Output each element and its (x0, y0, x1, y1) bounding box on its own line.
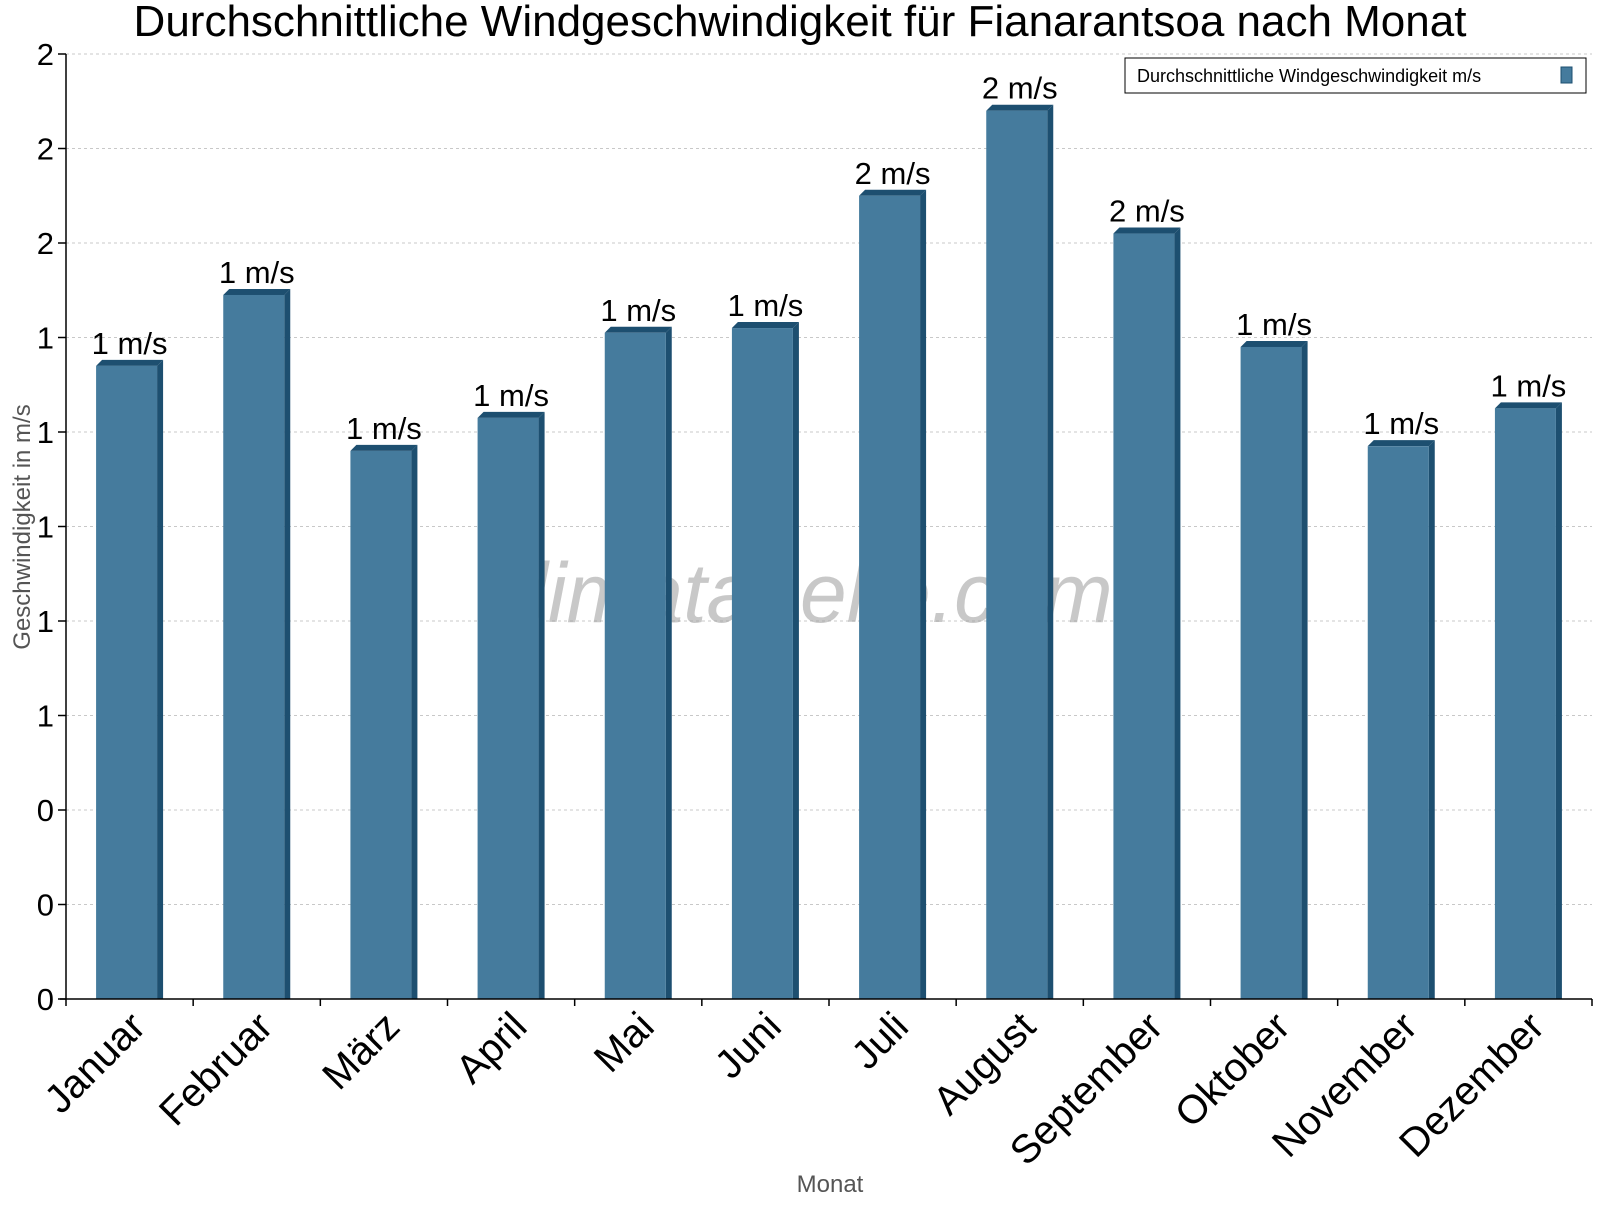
bar (1494, 408, 1556, 999)
bar-value-label: 2 m/s (1109, 194, 1185, 229)
bar-group: 2 m/s (1109, 194, 1185, 1000)
bar-value-label: 1 m/s (1236, 307, 1312, 342)
y-tick-label: 2 (37, 37, 54, 72)
bar-side (538, 411, 545, 999)
y-tick-label: 0 (37, 888, 54, 923)
bar-group: 1 m/s (92, 326, 168, 1000)
y-tick-label: 2 (37, 132, 54, 167)
bars-group: 1 m/s 1 m/s 1 m/s 1 m/s 1 m/s 1 m/s 2 m/s 2 m/s… (92, 71, 1567, 1000)
bar (350, 450, 412, 999)
legend-label: Durchschnittliche Windgeschwindigkeit m/… (1137, 66, 1481, 86)
bar-top (859, 189, 927, 196)
bar-value-label: 1 m/s (1491, 368, 1567, 403)
bar-value-label: 1 m/s (1363, 406, 1439, 441)
bar-side (1428, 440, 1435, 999)
bar-side (1301, 340, 1308, 999)
x-tick-label: Februar (151, 1004, 281, 1134)
bar (1113, 233, 1175, 1000)
bar (986, 110, 1048, 999)
y-tick-label: 1 (37, 699, 54, 734)
bar-top (1494, 402, 1562, 409)
x-tick-label: Oktober (1167, 1004, 1299, 1136)
bar-group: 1 m/s (728, 288, 804, 999)
bar-value-label: 1 m/s (473, 378, 549, 413)
grid-lines (66, 53, 1592, 905)
bar-top (477, 411, 545, 418)
bar-top (1367, 440, 1435, 447)
bar-side (920, 189, 927, 999)
x-tick-label: Juli (843, 1004, 917, 1078)
bar (477, 417, 539, 999)
bar-value-label: 1 m/s (219, 255, 295, 290)
y-axis-title: Geschwindigkeit in m/s (9, 404, 36, 649)
bar-top (986, 104, 1054, 111)
y-tick-label: 0 (37, 793, 54, 828)
y-tick-label: 1 (37, 510, 54, 545)
bar (223, 294, 285, 1000)
legend: Durchschnittliche Windgeschwindigkeit m/… (1124, 57, 1587, 94)
bar-side (1047, 104, 1054, 999)
bar-top (223, 288, 291, 295)
bar-value-label: 1 m/s (728, 288, 804, 323)
bar-side (665, 326, 672, 999)
y-tick-label: 2 (37, 226, 54, 261)
bar-top (604, 326, 672, 333)
x-tick-label: Juni (707, 1004, 790, 1087)
legend-swatch (1560, 66, 1573, 84)
bar-group: 1 m/s (1363, 406, 1439, 999)
bar-group: 2 m/s (855, 156, 931, 999)
bar-value-label: 2 m/s (855, 156, 931, 191)
bar-top (731, 322, 799, 329)
bar-group: 1 m/s (346, 411, 422, 999)
x-tick-label: April (448, 1004, 536, 1092)
bar-top (1240, 340, 1308, 347)
bar (1240, 346, 1302, 999)
bar (1367, 446, 1429, 999)
legend-box (1124, 57, 1587, 94)
bar-side (411, 444, 418, 999)
y-tick-label: 1 (37, 321, 54, 356)
bar-group: 1 m/s (473, 378, 549, 999)
x-tick-label: März (314, 1004, 408, 1098)
bar-top (96, 359, 164, 366)
bar-side (1174, 227, 1181, 1000)
bar-value-label: 1 m/s (92, 326, 168, 361)
y-tick-label: 1 (37, 604, 54, 639)
y-tick-label: 1 (37, 415, 54, 450)
bar (859, 195, 921, 999)
bar (96, 365, 158, 1000)
y-tick-label: 0 (37, 982, 54, 1017)
bar (731, 328, 793, 999)
bar-group: 1 m/s (219, 255, 295, 1000)
bar-group: 2 m/s (982, 71, 1058, 999)
bar-value-label: 1 m/s (600, 293, 676, 328)
bar-side (792, 322, 799, 999)
bar-group: 1 m/s (600, 293, 676, 999)
bar-value-label: 1 m/s (346, 411, 422, 446)
bar-group: 1 m/s (1491, 368, 1567, 999)
bar-side (157, 359, 164, 1000)
x-axis-title: Monat (797, 1171, 864, 1198)
bar-side (1555, 402, 1562, 999)
bar-top (1113, 227, 1181, 234)
bar (604, 332, 666, 999)
x-tick-label: Januar (36, 1004, 154, 1122)
chart-title: Durchschnittliche Windgeschwindigkeit fü… (134, 0, 1467, 46)
bar-top (350, 444, 418, 451)
bar-side (284, 288, 291, 1000)
y-axis-ticks: 0 0 0 1 1 1 1 1 2 2 2 (37, 37, 66, 1017)
bar-group: 1 m/s (1236, 307, 1312, 999)
x-tick-label: August (925, 1004, 1044, 1123)
bar-value-label: 2 m/s (982, 71, 1058, 106)
x-tick-label: Mai (586, 1004, 663, 1081)
